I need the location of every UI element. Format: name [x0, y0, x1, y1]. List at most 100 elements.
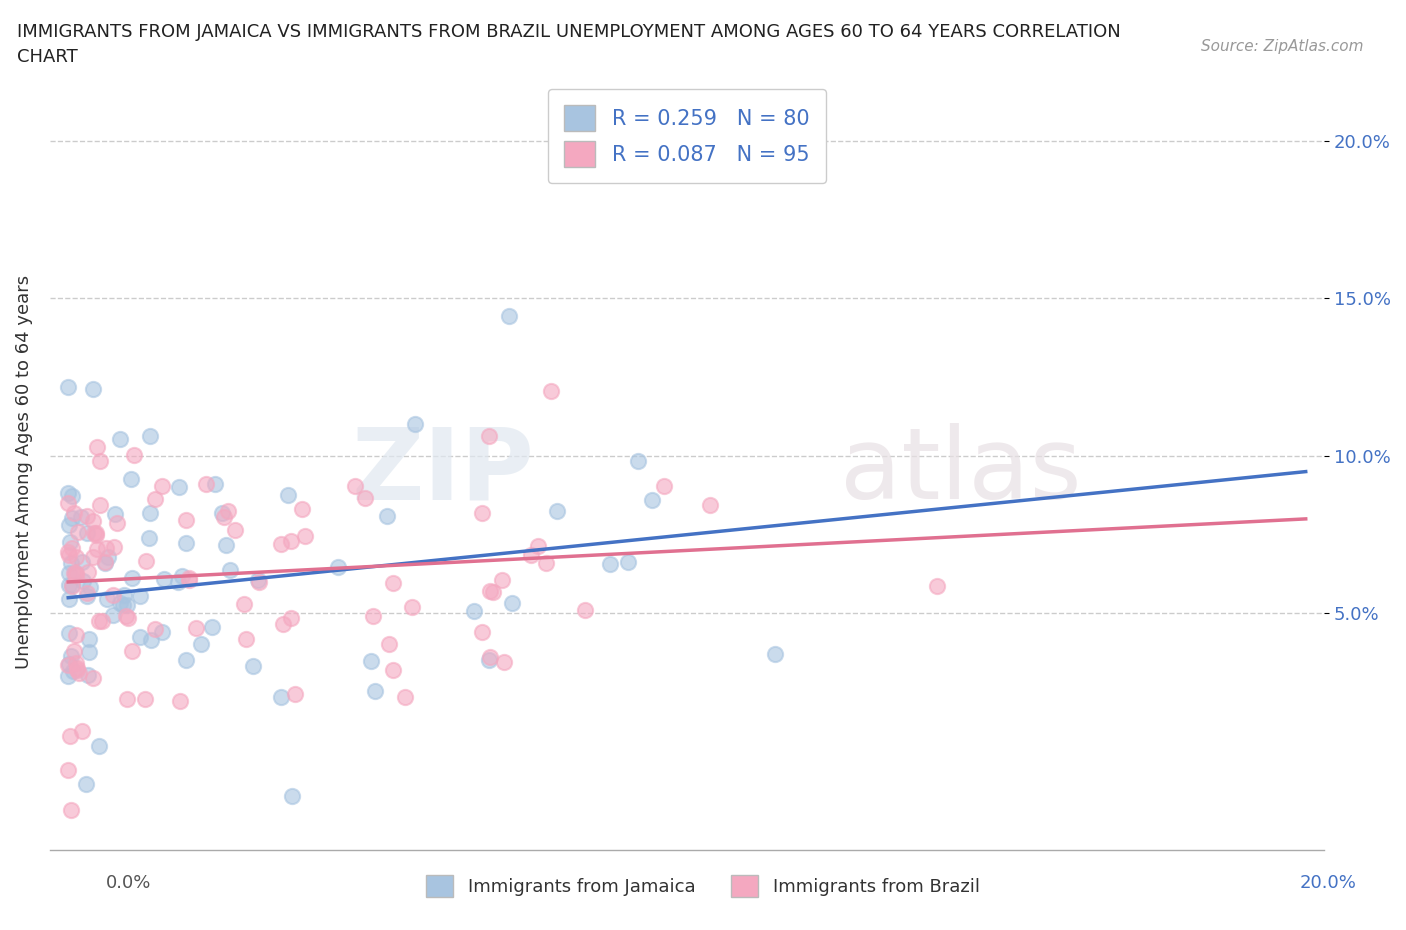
Point: [498, 309, 520, 324]
Point: [128, 630, 150, 644]
Point: [65, 663, 87, 678]
Point: [65, 656, 87, 671]
Point: [394, 689, 416, 704]
Legend: Immigrants from Jamaica, Immigrants from Brazil: Immigrants from Jamaica, Immigrants from…: [419, 868, 987, 904]
Point: [247, 575, 270, 590]
Point: [58, 625, 80, 640]
Point: [58, 548, 80, 563]
Point: [108, 432, 131, 446]
Point: [172, 568, 194, 583]
Point: [91, 614, 114, 629]
Text: 0.0%: 0.0%: [105, 874, 150, 892]
Point: [344, 478, 367, 493]
Point: [471, 506, 494, 521]
Point: [501, 595, 523, 610]
Point: [215, 538, 238, 552]
Point: [76, 585, 98, 600]
Point: [471, 625, 494, 640]
Point: [70, 724, 93, 738]
Point: [217, 504, 239, 519]
Point: [58, 544, 80, 559]
Point: [378, 636, 401, 651]
Point: [382, 662, 405, 677]
Point: [326, 560, 349, 575]
Point: [176, 652, 198, 667]
Text: ZIP: ZIP: [352, 423, 534, 520]
Point: [94, 555, 117, 570]
Point: [60, 488, 83, 503]
Point: [97, 550, 120, 565]
Point: [179, 573, 201, 588]
Point: [280, 534, 302, 549]
Point: [89, 498, 111, 512]
Point: [86, 541, 108, 556]
Point: [273, 617, 295, 631]
Point: [277, 487, 299, 502]
Point: [77, 644, 100, 659]
Legend: R = 0.259   N = 80, R = 0.087   N = 95: R = 0.259 N = 80, R = 0.087 N = 95: [547, 88, 827, 183]
Point: [166, 575, 188, 590]
Point: [354, 491, 377, 506]
Point: [232, 597, 254, 612]
Point: [65, 627, 87, 642]
Point: [641, 493, 664, 508]
Point: [60, 511, 83, 525]
Point: [153, 571, 176, 586]
Point: [404, 417, 426, 432]
Point: [120, 472, 142, 486]
Point: [494, 655, 516, 670]
Point: [86, 527, 108, 542]
Text: IMMIGRANTS FROM JAMAICA VS IMMIGRANTS FROM BRAZIL UNEMPLOYMENT AMONG AGES 60 TO : IMMIGRANTS FROM JAMAICA VS IMMIGRANTS FR…: [17, 23, 1121, 66]
Point: [115, 609, 138, 624]
Point: [281, 789, 304, 804]
Point: [363, 608, 385, 623]
Y-axis label: Unemployment Among Ages 60 to 64 years: Unemployment Among Ages 60 to 64 years: [15, 274, 32, 669]
Point: [218, 563, 240, 578]
Point: [86, 440, 108, 455]
Point: [60, 540, 83, 555]
Point: [76, 565, 98, 579]
Point: [169, 694, 191, 709]
Point: [478, 428, 501, 443]
Point: [83, 525, 105, 540]
Text: 20.0%: 20.0%: [1301, 874, 1357, 892]
Point: [62, 506, 84, 521]
Point: [699, 498, 721, 512]
Point: [70, 555, 93, 570]
Point: [59, 535, 82, 550]
Point: [294, 528, 316, 543]
Point: [72, 574, 94, 589]
Point: [201, 619, 224, 634]
Point: [60, 578, 83, 592]
Point: [94, 540, 117, 555]
Point: [121, 644, 143, 658]
Point: [89, 738, 111, 753]
Point: [58, 591, 80, 606]
Point: [112, 588, 135, 603]
Point: [101, 587, 124, 602]
Point: [58, 578, 80, 592]
Point: [150, 479, 173, 494]
Point: [76, 668, 98, 683]
Point: [235, 631, 257, 646]
Point: [212, 510, 235, 525]
Point: [627, 453, 650, 468]
Point: [62, 664, 84, 679]
Point: [58, 658, 80, 673]
Point: [527, 538, 550, 553]
Point: [65, 565, 87, 580]
Point: [82, 381, 104, 396]
Text: atlas: atlas: [839, 423, 1081, 520]
Point: [138, 530, 160, 545]
Point: [69, 510, 91, 525]
Point: [65, 567, 87, 582]
Point: [150, 624, 173, 639]
Point: [82, 513, 104, 528]
Point: [76, 525, 98, 540]
Point: [59, 728, 82, 743]
Point: [75, 777, 97, 791]
Point: [58, 379, 80, 394]
Point: [79, 579, 101, 594]
Point: [247, 573, 270, 588]
Point: [211, 505, 233, 520]
